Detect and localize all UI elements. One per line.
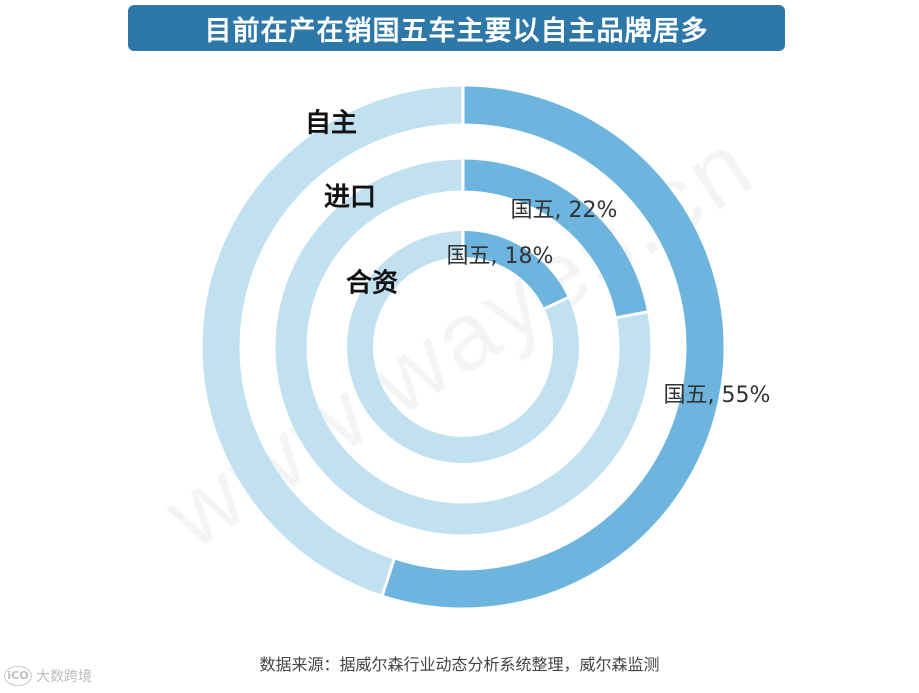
ring-1-separator-2 (380, 558, 396, 597)
logo-text: 大数跨境 (36, 669, 92, 685)
ring-3-data-label: 国五, 18% (447, 244, 554, 269)
ring-1-data-label: 国五, 55% (664, 383, 771, 408)
ring-3-separator-2 (542, 295, 570, 311)
ring-2-data-label: 国五, 22% (511, 198, 618, 223)
ring-3-segment (462, 231, 568, 310)
ring-2-separator-2 (615, 310, 649, 320)
ring-1-segment (382, 86, 724, 608)
title-banner: 目前在产在销国五车主要以自主品牌居多 (128, 5, 785, 51)
source-note: 数据来源：据威尔森行业动态分析系统整理，威尔森监测 (259, 655, 660, 674)
corner-logo: iCO 大数跨境 (4, 664, 92, 688)
ring-2-segment (462, 159, 648, 318)
logo-icon: iCO (4, 666, 32, 686)
ring-2-name-label: 进口 (324, 183, 376, 213)
chart-title: 目前在产在销国五车主要以自主品牌居多 (204, 15, 709, 47)
ring-1-name-label: 自主 (305, 108, 357, 139)
ring-3-name-label: 合资 (346, 268, 398, 299)
